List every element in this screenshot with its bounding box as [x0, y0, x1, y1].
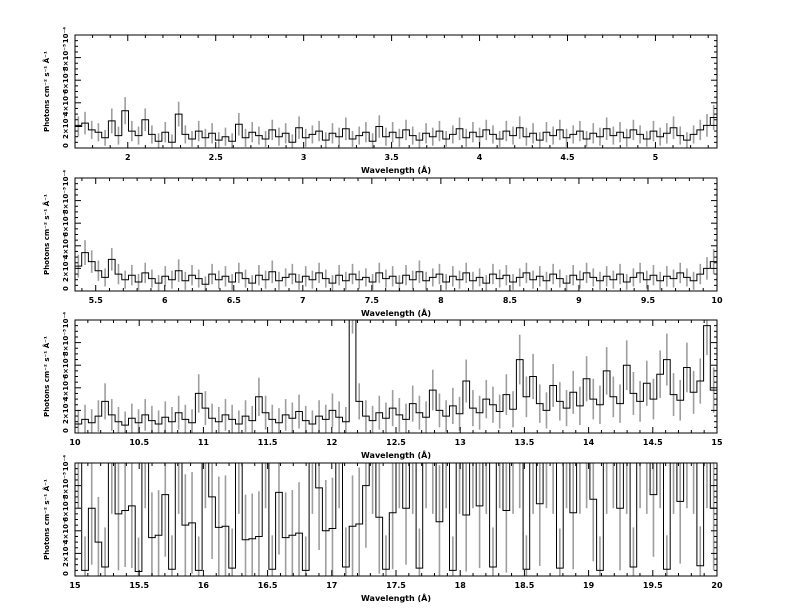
- spectrum-panel-1: 2 2.5 3 3.5 4 4.5 5 0 2×10⁻⁵4×10⁻⁵6×10⁻⁵8×10⁻⁵10…: [42, 27, 718, 175]
- y-axis-title: Photons cm⁻² s⁻¹ Å⁻¹: [42, 194, 51, 275]
- x-tick-label: 2.5: [209, 153, 224, 162]
- y-ticks: [75, 462, 717, 577]
- x-tick-label: 15: [69, 581, 81, 590]
- y-tick-label: 10⁻⁴: [62, 170, 70, 187]
- y-axis-title: Photons cm⁻² s⁻¹ Å⁻¹: [42, 51, 51, 132]
- x-tick-label: 16: [198, 581, 210, 590]
- x-tick-label: 2: [125, 153, 131, 162]
- error-bars: [77, 97, 715, 148]
- y-tick-label: 0: [62, 428, 70, 433]
- x-tick-label: 11.5: [258, 438, 278, 447]
- y-tick-label: 4×10⁻⁵: [62, 517, 70, 544]
- x-tick-label: 17.5: [386, 581, 406, 590]
- x-tick-label: 8.5: [503, 296, 518, 305]
- x-tick-label: 4.5: [560, 153, 575, 162]
- y-tick-label: 6×10⁻⁵: [62, 210, 70, 237]
- y-tick-label: 0: [62, 571, 70, 576]
- spectrum-step-line: [75, 319, 717, 426]
- x-tick-label: 15: [711, 438, 723, 447]
- x-tick-label: 10.5: [129, 438, 149, 447]
- y-axis-title: Photons cm⁻² s⁻¹ Å⁻¹: [42, 336, 51, 417]
- x-tick-label: 20: [711, 581, 723, 590]
- x-tick-label: 8: [438, 296, 444, 305]
- x-tick-label: 15.5: [129, 581, 149, 590]
- y-tick-label: 2×10⁻⁵: [62, 112, 70, 139]
- y-axis-title: Photons cm⁻² s⁻¹ Å⁻¹: [42, 479, 51, 560]
- x-tick-label: 10: [711, 296, 723, 305]
- x-ticks: [74, 35, 709, 148]
- x-tick-label: 11: [198, 438, 210, 447]
- y-tick-label: 8×10⁻⁵: [62, 187, 70, 214]
- y-tick-label: 4×10⁻⁵: [62, 89, 70, 116]
- y-tick-label: 10⁻⁴: [62, 455, 70, 472]
- x-tick-label: 4: [477, 153, 483, 162]
- y-tick-label: 0: [62, 286, 70, 291]
- x-tick-label: 18: [455, 581, 467, 590]
- x-ticks: [74, 463, 718, 576]
- y-tick-label: 6×10⁻⁵: [62, 495, 70, 522]
- spectrum-panel-4: 15 15.5 16 16.5 17 17.5 18 18.5 19 19.5 20 0 2×10⁻⁵4…: [42, 455, 723, 603]
- error-bars: [77, 320, 715, 433]
- spectrum-step-line: [75, 252, 717, 285]
- x-ticks: [74, 320, 718, 433]
- y-tick-label: 10⁻⁴: [62, 312, 70, 329]
- x-tick-label: 19: [583, 581, 595, 590]
- x-tick-label: 3: [301, 153, 307, 162]
- x-tick-label: 6: [162, 296, 168, 305]
- x-tick-label: 19.5: [643, 581, 663, 590]
- x-tick-label: 12: [326, 438, 337, 447]
- x-axis-title: Wavelength (Å): [361, 593, 431, 603]
- x-tick-label: 9.5: [641, 296, 656, 305]
- x-tick-label: 12.5: [386, 438, 406, 447]
- y-tick-label: 8×10⁻⁵: [62, 44, 70, 71]
- x-tick-label: 5: [653, 153, 659, 162]
- x-tick-label: 13.5: [515, 438, 535, 447]
- y-tick-label: 10⁻⁴: [62, 27, 70, 44]
- x-ticks: [81, 178, 718, 291]
- x-tick-label: 14: [583, 438, 595, 447]
- spectrum-panel-2: 5.5 6 6.5 7 7.5 8 8.5 9 9.5 10 0 2×10⁻⁵4×10⁻⁵6×10⁻⁵…: [42, 170, 723, 318]
- x-tick-label: 7.5: [365, 296, 380, 305]
- x-tick-label: 17: [326, 581, 337, 590]
- x-tick-label: 3.5: [385, 153, 400, 162]
- x-tick-label: 9: [576, 296, 582, 305]
- y-tick-label: 2×10⁻⁵: [62, 540, 70, 567]
- y-ticks: [75, 177, 717, 292]
- y-tick-label: 6×10⁻⁵: [62, 352, 70, 379]
- x-axis-title: Wavelength (Å): [361, 165, 431, 175]
- y-tick-label: 4×10⁻⁵: [62, 232, 70, 259]
- y-tick-label: 0: [62, 143, 70, 148]
- spectrum-step-line: [75, 110, 717, 143]
- x-tick-label: 18.5: [515, 581, 535, 590]
- y-tick-label: 8×10⁻⁵: [62, 472, 70, 499]
- x-axis-title: Wavelength (Å): [361, 450, 431, 460]
- y-tick-label: 8×10⁻⁵: [62, 329, 70, 356]
- y-tick-label: 2×10⁻⁵: [62, 255, 70, 282]
- x-tick-label: 6.5: [227, 296, 242, 305]
- y-tick-label: 6×10⁻⁵: [62, 67, 70, 94]
- spectrum-panel-3: 10 10.5 11 11.5 12 12.5 13 13.5 14 14.5 15 0 2×10⁻⁵4…: [42, 312, 723, 460]
- y-ticks: [75, 34, 717, 149]
- x-tick-label: 13: [455, 438, 466, 447]
- y-tick-label: 4×10⁻⁵: [62, 374, 70, 401]
- x-tick-label: 5.5: [89, 296, 104, 305]
- x-tick-label: 10: [69, 438, 81, 447]
- y-tick-label: 2×10⁻⁵: [62, 397, 70, 424]
- x-tick-label: 16.5: [258, 581, 278, 590]
- x-tick-label: 7: [300, 296, 306, 305]
- x-tick-label: 14.5: [643, 438, 663, 447]
- y-ticks: [75, 319, 717, 434]
- x-axis-title: Wavelength (Å): [361, 308, 431, 318]
